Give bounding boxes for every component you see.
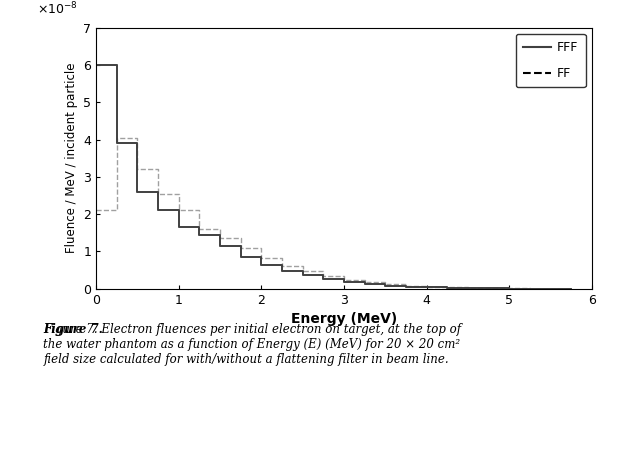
- X-axis label: Energy (MeV): Energy (MeV): [291, 312, 397, 326]
- Text: $\times 10^{-8}$: $\times 10^{-8}$: [37, 0, 78, 17]
- Legend: FFF, FF: FFF, FF: [516, 34, 586, 87]
- Text: Figure 7.: Figure 7.: [43, 323, 103, 336]
- Y-axis label: Fluence / MeV / incident particle: Fluence / MeV / incident particle: [64, 63, 78, 254]
- Text: Figure 7. Electron fluences per initial electron on target, at the top of
the wa: Figure 7. Electron fluences per initial …: [43, 323, 461, 366]
